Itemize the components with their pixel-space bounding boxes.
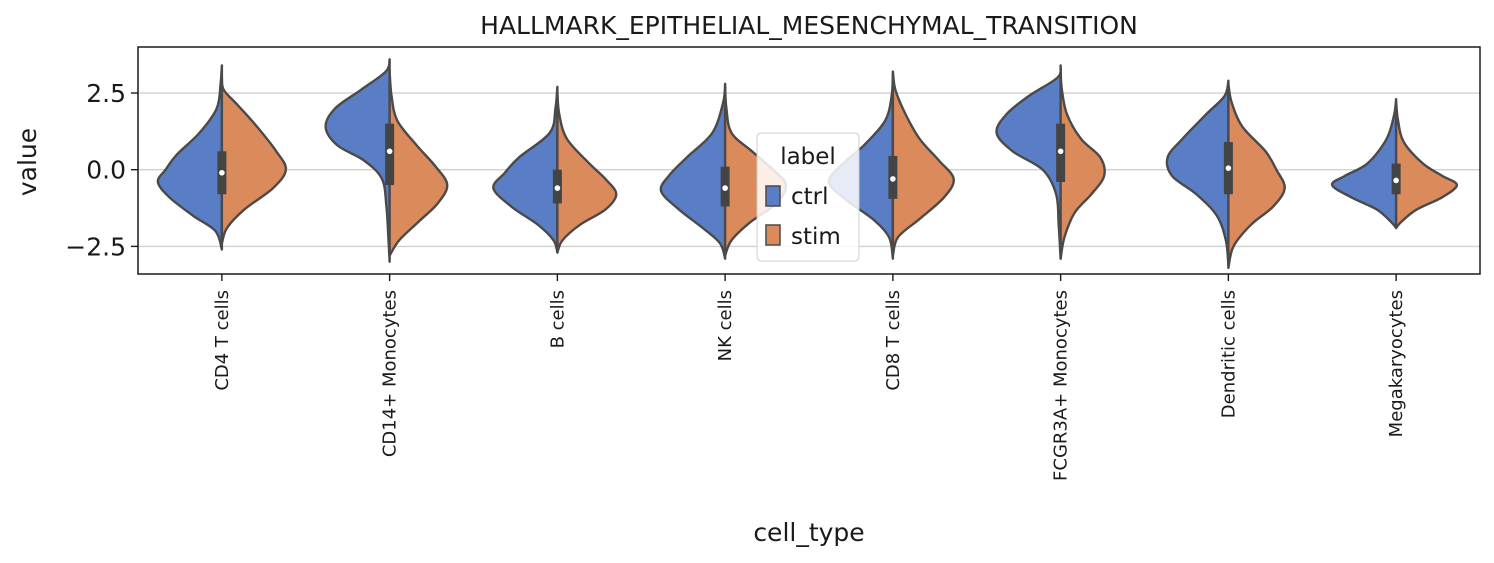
chart-title: HALLMARK_EPITHELIAL_MESENCHYMAL_TRANSITI… [480,11,1138,40]
x-tick-label: CD8 T cells [883,290,904,391]
violin-ctrl-4 [659,82,727,260]
legend-box [756,132,860,262]
violin-ctrl-2 [324,58,391,263]
x-axis-label: cell_type [753,518,864,547]
violin-ctrl-1 [156,64,224,251]
violin-ctrl-6 [995,64,1063,260]
violin-stim-1 [220,76,288,245]
violin-stim-7 [1227,82,1286,270]
violin-ctrl-7 [1165,79,1230,266]
box-median [1057,148,1064,155]
violins [156,58,1459,270]
inner-boxes [217,123,1401,207]
x-tick-label: B cells [547,290,568,348]
legend-title: label [780,144,836,170]
plot-frame [137,46,1481,275]
box-median [386,148,393,155]
legend-swatch-ctrl [765,185,781,207]
x-axis-ticks: CD4 T cells CD14+ Monocytes B cells NK cell… [212,274,1407,481]
y-tick-label: 2.5 [86,79,126,108]
box-median [1393,177,1399,184]
box-iqr [385,123,395,186]
y-axis-label: value [13,128,42,196]
x-tick-label: NK cells [715,290,736,361]
box-median [890,176,896,182]
legend-swatch-stim [765,224,781,246]
legend: label ctrl stim [756,132,860,262]
y-tick-label: 0.0 [86,156,126,185]
y-axis-ticks: −2.5 0.0 2.5 [65,79,138,261]
violin-stim-6 [1059,70,1106,260]
box-median [1225,165,1232,171]
box-median [722,185,728,191]
x-tick-label: Dendritic cells [1218,290,1239,418]
legend-label-stim: stim [791,224,841,250]
box-median [554,185,561,191]
x-tick-label: CD14+ Monocytes [380,290,401,457]
violin-ctrl-3 [492,85,559,254]
x-tick-label: Megakaryocytes [1386,290,1407,437]
violin-stim-3 [556,91,618,254]
box-median [219,169,225,176]
violin-stim-5 [891,70,955,257]
violin-ctrl-8 [1330,97,1398,230]
violin-stim-2 [388,70,449,257]
legend-label-ctrl: ctrl [791,184,829,210]
violin-stim-8 [1394,101,1459,230]
y-tick-label: −2.5 [65,232,126,261]
x-tick-label: CD4 T cells [212,290,233,391]
x-tick-label: FCGR3A+ Monocytes [1051,290,1072,481]
